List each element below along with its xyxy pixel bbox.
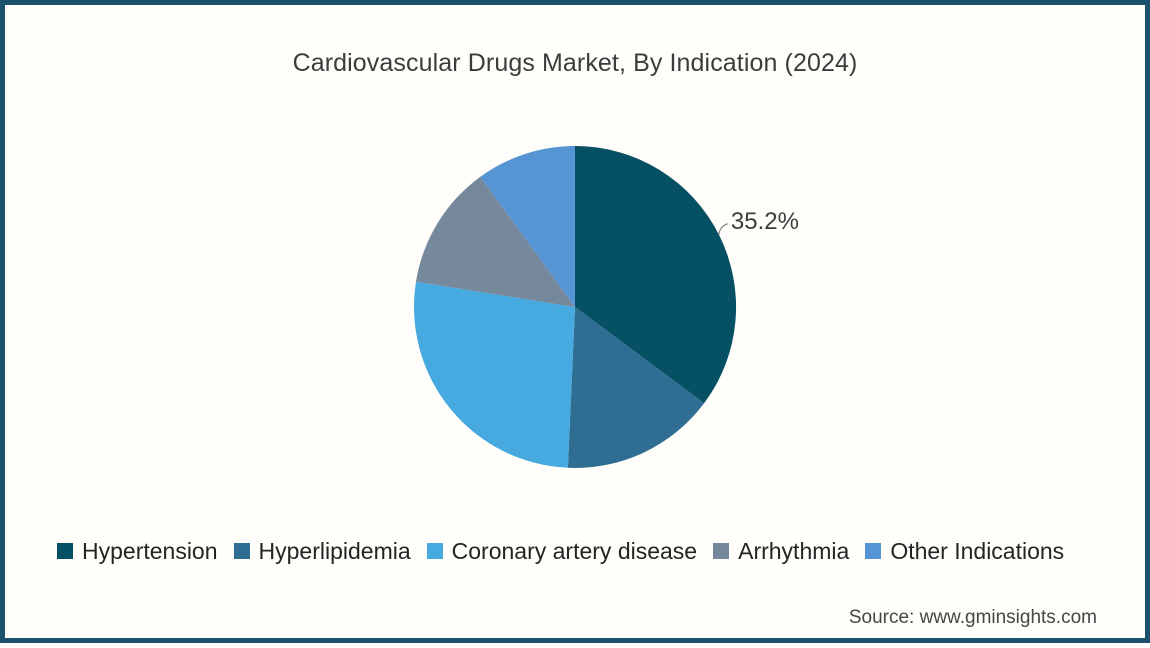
legend-swatch-other-indications: [865, 543, 881, 559]
pie-slice-coronary-artery-disease: [414, 282, 575, 468]
legend-swatch-coronary-artery-disease: [427, 543, 443, 559]
legend-item-hyperlipidemia: Hyperlipidemia: [234, 538, 411, 564]
callout-leader-line: [719, 224, 728, 235]
legend-label-arrhythmia: Arrhythmia: [738, 538, 849, 564]
legend-swatch-arrhythmia: [713, 543, 729, 559]
legend-item-coronary-artery-disease: Coronary artery disease: [427, 538, 697, 564]
pie-slices: [414, 146, 736, 468]
data-label-hypertension: 35.2%: [731, 208, 799, 235]
legend-item-hypertension: Hypertension: [57, 538, 218, 564]
legend-swatch-hyperlipidemia: [234, 543, 250, 559]
legend-label-hyperlipidemia: Hyperlipidemia: [259, 538, 411, 564]
legend-label-hypertension: Hypertension: [82, 538, 218, 564]
legend-label-other-indications: Other Indications: [890, 538, 1064, 564]
source-credit: Source: www.gminsights.com: [849, 607, 1097, 629]
legend-swatch-hypertension: [57, 543, 73, 559]
legend-item-other-indications: Other Indications: [865, 538, 1064, 564]
legend-label-coronary-artery-disease: Coronary artery disease: [452, 538, 697, 564]
legend-item-arrhythmia: Arrhythmia: [713, 538, 849, 564]
legend: Hypertension Hyperlipidemia Coronary arter…: [57, 538, 1064, 564]
